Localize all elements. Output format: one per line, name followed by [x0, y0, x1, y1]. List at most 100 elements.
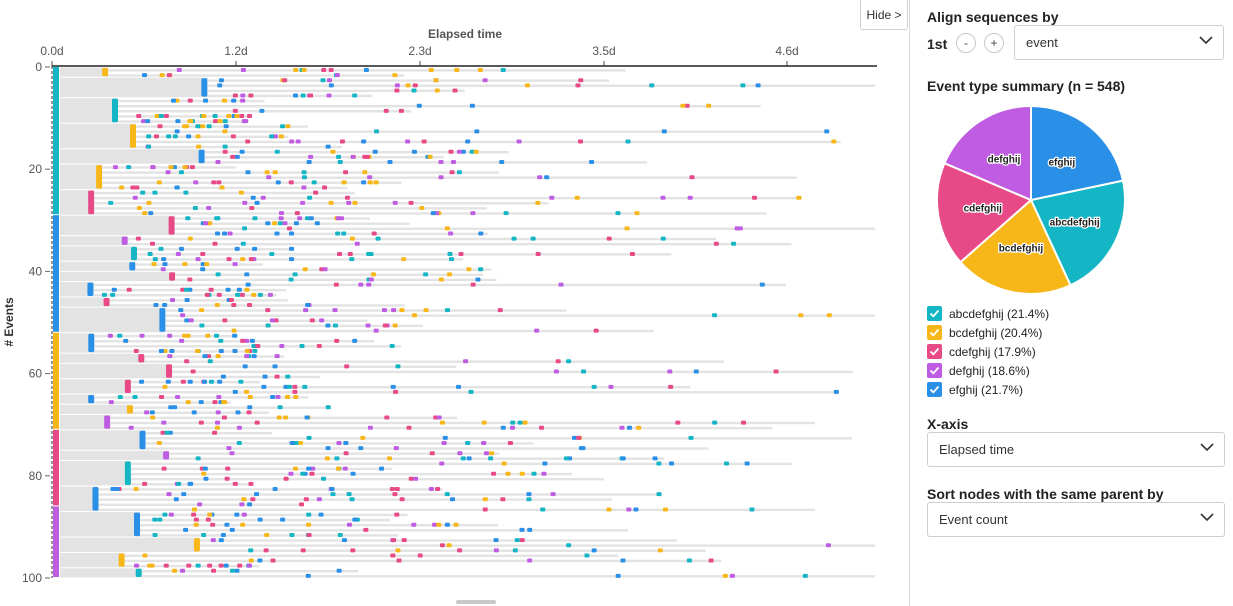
- event-marker[interactable]: [373, 180, 379, 185]
- event-marker[interactable]: [184, 318, 190, 323]
- event-marker[interactable]: [154, 113, 160, 118]
- checkbox-abcdefghij[interactable]: [927, 306, 942, 321]
- event-marker[interactable]: [248, 257, 254, 262]
- event-marker[interactable]: [166, 134, 172, 139]
- event-marker[interactable]: [335, 466, 341, 471]
- event-marker[interactable]: [141, 119, 147, 124]
- event-marker[interactable]: [524, 83, 530, 88]
- event-marker[interactable]: [242, 200, 248, 205]
- pie-slice-bcdefghij[interactable]: [959, 198, 1072, 295]
- event-marker[interactable]: [448, 149, 454, 154]
- event-marker[interactable]: [234, 512, 240, 517]
- event-marker[interactable]: [218, 78, 224, 83]
- event-marker[interactable]: [193, 538, 200, 552]
- event-marker[interactable]: [244, 349, 250, 354]
- event-marker[interactable]: [454, 68, 460, 72]
- event-marker[interactable]: [488, 456, 494, 461]
- event-marker[interactable]: [460, 149, 466, 154]
- event-marker[interactable]: [242, 226, 248, 231]
- event-marker[interactable]: [264, 170, 270, 175]
- event-marker[interactable]: [246, 563, 252, 568]
- event-marker[interactable]: [102, 68, 109, 77]
- event-marker[interactable]: [384, 415, 390, 420]
- event-marker[interactable]: [216, 180, 222, 185]
- event-marker[interactable]: [299, 502, 305, 507]
- event-marker[interactable]: [734, 226, 740, 231]
- event-marker[interactable]: [248, 481, 254, 486]
- event-marker[interactable]: [126, 405, 133, 414]
- event-marker[interactable]: [660, 195, 666, 200]
- event-marker[interactable]: [274, 354, 280, 359]
- event-marker[interactable]: [142, 73, 148, 78]
- event-marker[interactable]: [430, 211, 436, 216]
- event-marker[interactable]: [191, 410, 197, 415]
- event-marker[interactable]: [456, 170, 462, 175]
- event-marker[interactable]: [215, 272, 221, 277]
- event-marker[interactable]: [435, 487, 441, 492]
- event-marker[interactable]: [328, 200, 334, 205]
- event-marker[interactable]: [240, 241, 246, 246]
- event-marker[interactable]: [198, 400, 204, 405]
- event-marker[interactable]: [235, 410, 241, 415]
- event-marker[interactable]: [390, 384, 396, 389]
- event-marker[interactable]: [360, 435, 366, 440]
- event-marker[interactable]: [274, 231, 280, 236]
- event-marker[interactable]: [139, 379, 145, 384]
- event-marker[interactable]: [207, 221, 213, 226]
- event-marker[interactable]: [129, 262, 136, 271]
- event-marker[interactable]: [133, 487, 139, 492]
- event-marker[interactable]: [749, 507, 755, 512]
- event-marker[interactable]: [526, 497, 532, 502]
- event-marker[interactable]: [232, 333, 238, 338]
- event-marker[interactable]: [306, 533, 312, 538]
- event-marker[interactable]: [368, 277, 374, 282]
- event-marker[interactable]: [221, 400, 227, 405]
- event-marker[interactable]: [200, 124, 206, 129]
- event-marker[interactable]: [615, 573, 621, 578]
- event-marker[interactable]: [724, 461, 730, 466]
- event-marker[interactable]: [150, 165, 156, 170]
- event-marker[interactable]: [203, 476, 209, 481]
- event-marker[interactable]: [278, 134, 284, 139]
- event-marker[interactable]: [224, 522, 230, 527]
- event-marker[interactable]: [288, 471, 294, 476]
- event-marker[interactable]: [140, 190, 146, 195]
- event-marker[interactable]: [773, 369, 779, 374]
- event-marker[interactable]: [136, 205, 142, 210]
- event-marker[interactable]: [254, 492, 260, 497]
- event-marker[interactable]: [162, 512, 168, 517]
- event-marker[interactable]: [466, 456, 472, 461]
- event-marker[interactable]: [87, 282, 94, 296]
- event-marker[interactable]: [549, 195, 555, 200]
- event-marker[interactable]: [333, 282, 339, 287]
- event-marker[interactable]: [740, 83, 746, 88]
- event-marker[interactable]: [293, 466, 299, 471]
- pie-slice-efghij[interactable]: [1030, 104, 1125, 202]
- event-marker[interactable]: [687, 195, 693, 200]
- event-marker[interactable]: [387, 159, 393, 164]
- event-marker[interactable]: [325, 446, 331, 451]
- event-marker[interactable]: [157, 517, 163, 522]
- event-marker[interactable]: [428, 487, 434, 492]
- event-marker[interactable]: [226, 446, 232, 451]
- event-marker[interactable]: [394, 88, 400, 93]
- event-marker[interactable]: [456, 384, 462, 389]
- event-marker[interactable]: [226, 257, 232, 262]
- event-marker[interactable]: [408, 476, 414, 481]
- event-marker[interactable]: [152, 533, 158, 538]
- event-marker[interactable]: [259, 108, 265, 113]
- event-marker[interactable]: [130, 124, 137, 148]
- event-marker[interactable]: [352, 93, 358, 98]
- event-marker[interactable]: [218, 538, 224, 543]
- event-marker[interactable]: [652, 456, 658, 461]
- event-marker[interactable]: [187, 98, 193, 103]
- event-marker[interactable]: [226, 113, 232, 118]
- event-marker[interactable]: [247, 502, 253, 507]
- event-marker[interactable]: [223, 124, 229, 129]
- event-marker[interactable]: [195, 134, 201, 139]
- event-marker[interactable]: [509, 425, 515, 430]
- event-marker[interactable]: [213, 119, 219, 124]
- event-marker[interactable]: [186, 134, 192, 139]
- event-marker[interactable]: [447, 272, 453, 277]
- event-marker[interactable]: [135, 236, 141, 241]
